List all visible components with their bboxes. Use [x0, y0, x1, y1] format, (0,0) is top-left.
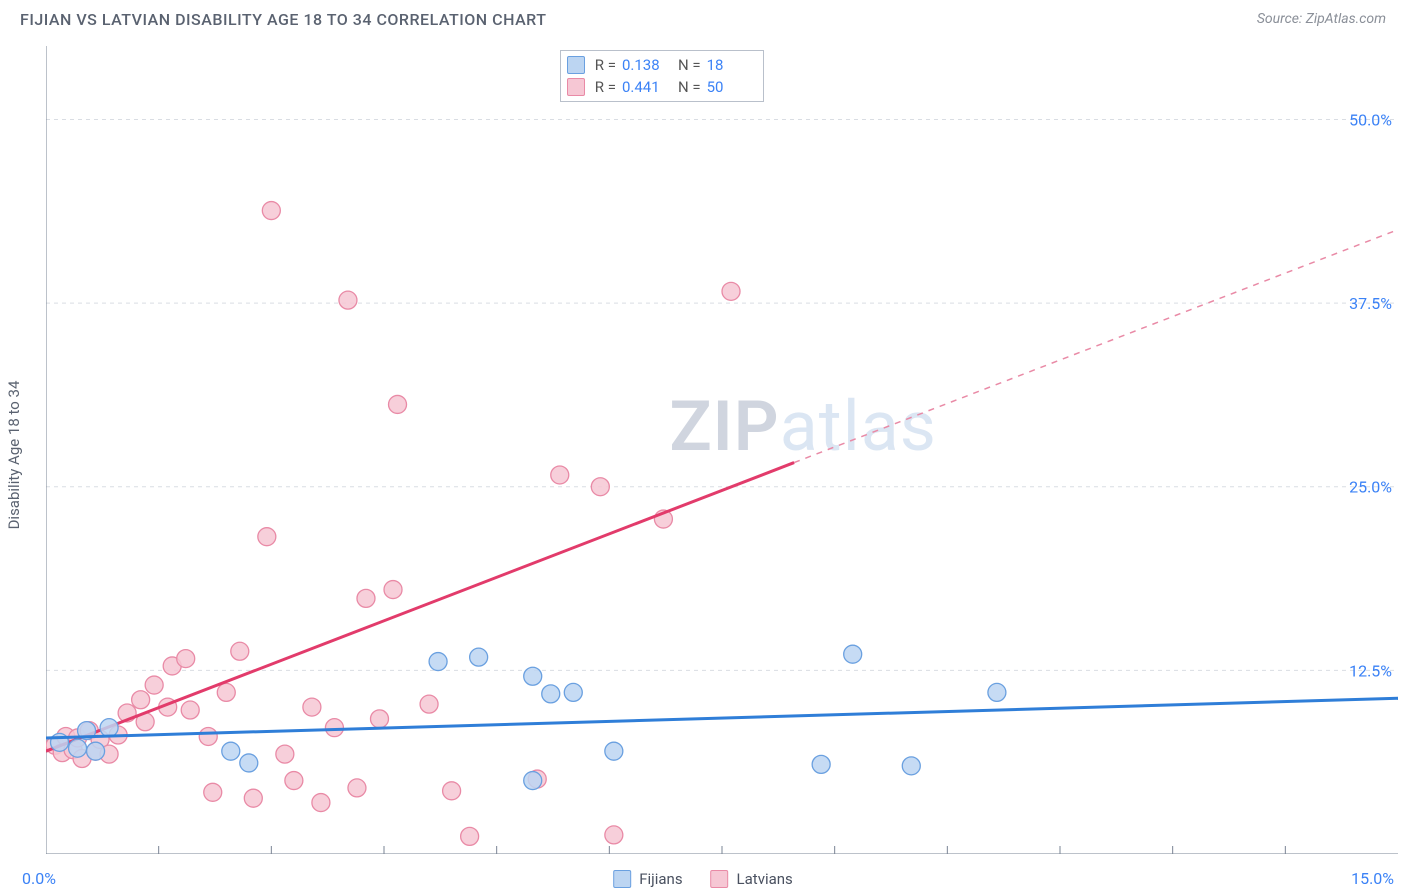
data-point-latvians [285, 772, 303, 790]
data-point-fijians [812, 755, 830, 773]
r-value-fijians: 0.138 [622, 56, 668, 74]
data-point-fijians [542, 685, 560, 703]
data-point-latvians [722, 282, 740, 300]
y-axis-label: Disability Age 18 to 34 [5, 381, 23, 530]
correlation-scatter-chart: 12.5% 25.0% 37.5% 50.0% ZIPatlas R = 0.138 N = 1… [46, 46, 1398, 854]
data-point-fijians [844, 645, 862, 663]
source-name: ZipAtlas.com [1306, 11, 1386, 27]
y-tick-label: 12.5% [1349, 661, 1392, 680]
watermark: ZIPatlas [669, 386, 937, 468]
legend-label-fijians: Fijians [639, 870, 682, 888]
data-point-latvians [348, 779, 366, 797]
data-point-fijians [429, 653, 447, 671]
data-point-latvians [420, 695, 438, 713]
data-point-latvians [199, 727, 217, 745]
data-point-latvians [303, 698, 321, 716]
data-point-latvians [244, 789, 262, 807]
data-point-fijians [100, 719, 118, 737]
data-point-latvians [258, 528, 276, 546]
data-point-fijians [524, 772, 542, 790]
data-point-fijians [605, 742, 623, 760]
data-point-fijians [564, 683, 582, 701]
r-label: R = [595, 78, 616, 96]
data-point-latvians [357, 589, 375, 607]
y-tick-label: 37.5% [1349, 294, 1392, 313]
data-point-latvians [443, 782, 461, 800]
trendline-fijians [46, 698, 1398, 738]
series-legend: Fijians Latvians [613, 870, 793, 888]
data-point-latvians [276, 745, 294, 763]
source-credit: Source: ZipAtlas.com [1257, 11, 1386, 27]
x-max-label: 15.0% [1351, 869, 1394, 888]
trendline-latvians [46, 463, 794, 752]
data-point-latvians [312, 794, 330, 812]
legend-swatch-latvians [711, 870, 729, 888]
data-point-fijians [988, 683, 1006, 701]
data-point-fijians [240, 754, 258, 772]
data-point-fijians [470, 648, 488, 666]
data-point-latvians [591, 478, 609, 496]
r-value-latvians: 0.441 [622, 78, 668, 96]
y-tick-label: 50.0% [1349, 110, 1392, 129]
data-point-latvians [384, 581, 402, 599]
data-point-latvians [339, 291, 357, 309]
legend-item-fijians: Fijians [613, 870, 682, 888]
n-label: N = [678, 56, 701, 74]
data-point-fijians [524, 667, 542, 685]
legend-label-latvians: Latvians [737, 870, 793, 888]
data-point-latvians [389, 395, 407, 413]
data-point-latvians [217, 683, 235, 701]
data-point-latvians [177, 650, 195, 668]
data-point-fijians [222, 742, 240, 760]
trendline-latvians-extrapolated [794, 230, 1398, 463]
data-point-latvians [204, 783, 222, 801]
data-point-latvians [145, 676, 163, 694]
legend-swatch-fijians [613, 870, 631, 888]
data-point-latvians [325, 719, 343, 737]
data-point-latvians [231, 642, 249, 660]
r-label: R = [595, 56, 616, 74]
n-label: N = [678, 78, 701, 96]
data-point-fijians [902, 757, 920, 775]
source-label: Source: [1257, 11, 1302, 27]
data-point-latvians [370, 710, 388, 728]
data-point-fijians [87, 742, 105, 760]
y-tick-label: 25.0% [1349, 478, 1392, 497]
data-point-latvians [605, 826, 623, 844]
data-point-latvians [132, 691, 150, 709]
stats-swatch-latvians [567, 78, 585, 96]
data-point-fijians [69, 739, 87, 757]
x-origin-label: 0.0% [22, 869, 56, 888]
n-value-fijians: 18 [707, 56, 753, 74]
data-point-latvians [461, 827, 479, 845]
n-value-latvians: 50 [707, 78, 753, 96]
data-point-latvians [262, 202, 280, 220]
data-point-latvians [181, 701, 199, 719]
stats-row-latvians: R = 0.441 N = 50 [567, 76, 753, 98]
chart-area: 12.5% 25.0% 37.5% 50.0% ZIPatlas R = 0.138 N = 1… [46, 46, 1398, 854]
stats-swatch-fijians [567, 56, 585, 74]
legend-item-latvians: Latvians [711, 870, 793, 888]
data-point-latvians [551, 466, 569, 484]
stats-row-fijians: R = 0.138 N = 18 [567, 54, 753, 76]
stats-legend: R = 0.138 N = 18 R = 0.441 N = 50 [560, 50, 840, 110]
page-title: FIJIAN VS LATVIAN DISABILITY AGE 18 TO 3… [20, 10, 546, 29]
